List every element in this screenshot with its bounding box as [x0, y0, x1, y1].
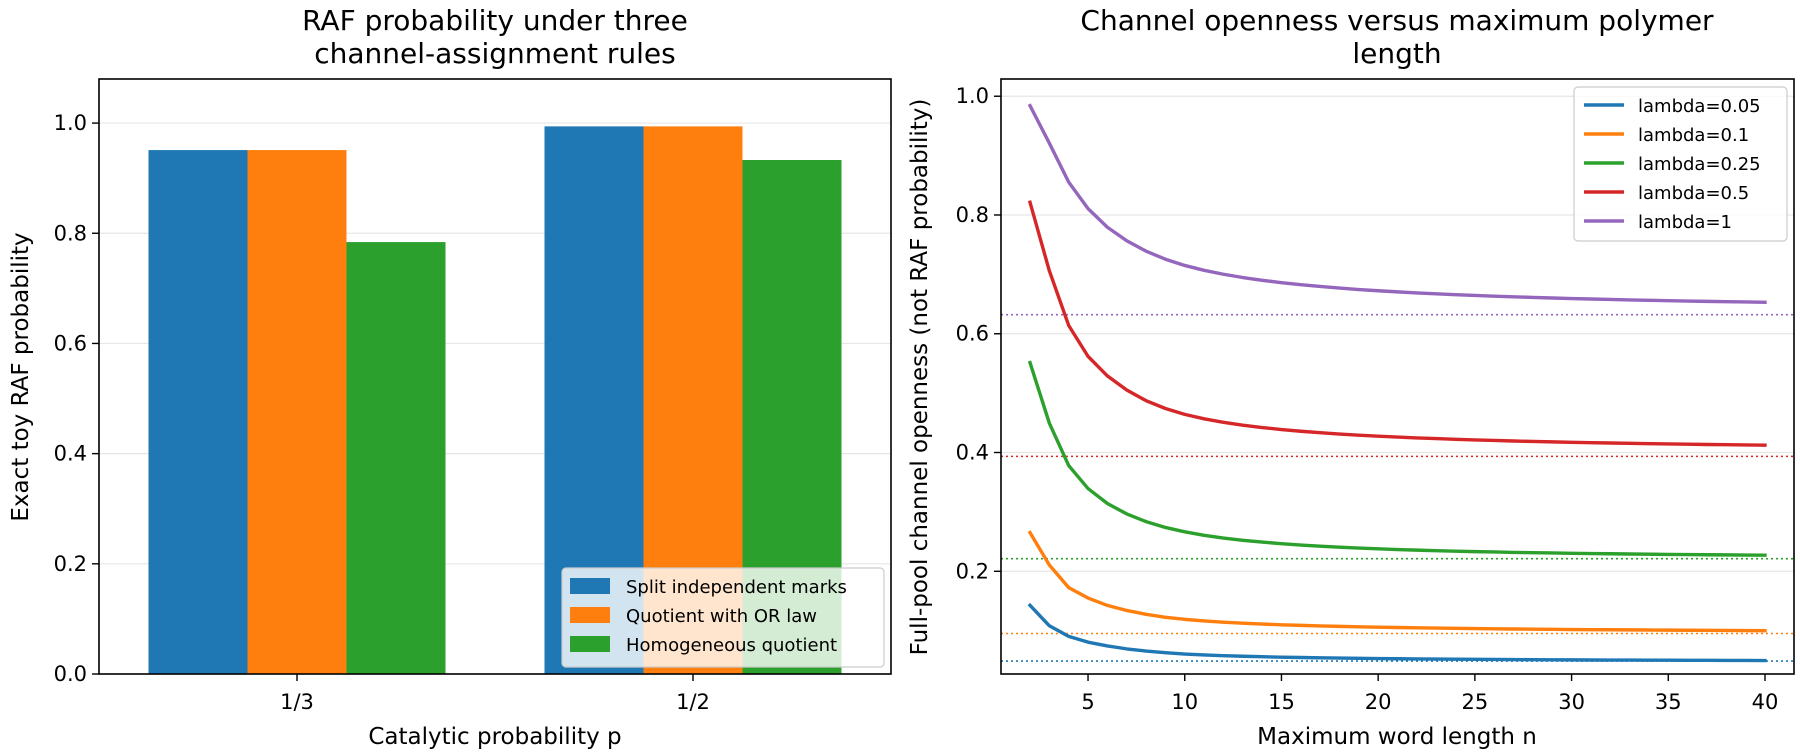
bar-2-1-3: [247, 150, 347, 674]
right-legend: lambda=0.05 lambda=0.1 lambda=0.25 lambda=0…: [1573, 86, 1788, 242]
right-x-tick-label: 15: [1268, 690, 1295, 714]
right-chart-title-line-1: Channel openness versus maximum polymer: [1080, 4, 1714, 37]
left-x-axis-label: Catalytic probability p: [368, 724, 621, 750]
right-x-tick-label: 30: [1558, 690, 1585, 714]
bar-3-1-3: [346, 242, 446, 674]
left-legend-swatch: [570, 578, 610, 594]
line-lambda=0.25: [1027, 360, 1767, 557]
left-chart-title-line-2: channel-assignment rules: [314, 37, 676, 70]
line-lambda=0.05: [1027, 602, 1767, 663]
line-lambda=0.5: [1027, 200, 1767, 447]
left-legend-box: [561, 567, 885, 668]
bar-1-1-3: [148, 150, 248, 674]
left-y-tick-label: 0.2: [54, 552, 87, 576]
right-legend-label: lambda=1: [1638, 212, 1732, 233]
right-y-tick-label: 0.2: [956, 559, 989, 583]
right-y-ticks: 0.2 0.4 0.6 0.8 1.0: [956, 84, 1001, 583]
right-x-tick-label: 25: [1461, 690, 1488, 714]
left-plot-frame: [98, 78, 892, 675]
left-y-tick-label: 1.0: [54, 111, 87, 135]
left-legend-swatch: [570, 607, 610, 623]
left-y-axis-label: Exact toy RAF probability: [8, 232, 34, 521]
right-legend-box: [1573, 86, 1788, 242]
right-legend-label: lambda=0.25: [1638, 154, 1761, 175]
left-legend-label: Split independent marks: [626, 577, 847, 598]
right-x-tick-label: 10: [1171, 690, 1198, 714]
right-y-tick-label: 0.6: [956, 322, 989, 346]
right-y-tick-label: 0.4: [956, 441, 989, 465]
left-legend: Split independent marks Quotient with OR …: [561, 567, 885, 668]
right-y-tick-label: 1.0: [956, 84, 989, 108]
right-x-tick-label: 20: [1365, 690, 1392, 714]
right-y-tick-label: 0.8: [956, 203, 989, 227]
left-legend-swatch: [570, 636, 610, 652]
left-x-tick-label: 1/3: [280, 690, 314, 714]
right-x-ticks: 5 10 15 20 25 30 35 40: [1081, 674, 1778, 714]
left-y-ticks: 0.0 0.2 0.4 0.6 0.8 1.0: [54, 111, 99, 686]
left-x-tick-label: 1/2: [676, 690, 710, 714]
bar-chart-panel: RAF probability under three channel-assi…: [8, 4, 892, 750]
right-x-tick-label: 5: [1081, 690, 1094, 714]
left-legend-label: Quotient with OR law: [626, 606, 817, 627]
line-lambda=1: [1027, 103, 1767, 304]
right-y-axis-label: Full-pool channel openness (not RAF prob…: [907, 99, 933, 656]
left-x-ticks: 1/3 1/2: [280, 674, 710, 714]
left-y-tick-label: 0.0: [54, 662, 87, 686]
line-lambda=0.1: [1027, 530, 1767, 633]
line-chart-panel: Channel openness versus maximum polymer …: [907, 4, 1795, 750]
right-legend-label: lambda=0.5: [1638, 183, 1749, 204]
left-legend-label: Homogeneous quotient: [626, 635, 837, 656]
left-chart-title-line-1: RAF probability under three: [302, 4, 688, 37]
right-x-tick-label: 35: [1655, 690, 1682, 714]
right-legend-label: lambda=0.05: [1638, 96, 1761, 117]
right-chart-title-line-2: length: [1352, 37, 1441, 70]
left-y-tick-label: 0.4: [54, 442, 87, 466]
right-x-axis-label: Maximum word length n: [1257, 724, 1537, 750]
left-y-tick-label: 0.8: [54, 221, 87, 245]
left-y-tick-label: 0.6: [54, 331, 87, 355]
right-plot-frame: [1000, 78, 1795, 675]
right-legend-label: lambda=0.1: [1638, 125, 1749, 146]
right-x-tick-label: 40: [1752, 690, 1779, 714]
right-series-lines: [1027, 103, 1767, 663]
